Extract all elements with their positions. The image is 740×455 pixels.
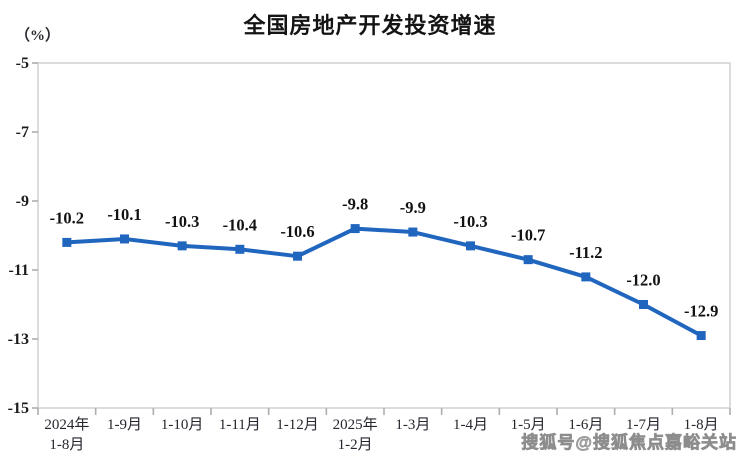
x-axis-category-label: 1-8月 xyxy=(684,417,719,433)
x-axis-category-label: 1-4月 xyxy=(453,417,488,433)
data-point-label: -12.9 xyxy=(684,302,718,321)
x-axis-category-label: 1-8月 xyxy=(49,437,84,453)
data-point-label: -9.9 xyxy=(400,198,426,217)
data-point-marker xyxy=(62,237,72,247)
x-axis-category-label: 1-6月 xyxy=(568,417,603,433)
y-axis-tick-label: -11 xyxy=(9,262,29,279)
y-axis-tick-label: -5 xyxy=(16,55,29,72)
data-point-label: -10.3 xyxy=(453,212,487,231)
data-point-label: -10.3 xyxy=(165,212,199,231)
data-point-marker xyxy=(235,244,245,254)
y-axis-tick-label: -15 xyxy=(8,400,29,417)
data-point-marker xyxy=(408,227,418,237)
chart-line xyxy=(64,226,704,338)
data-point-marker xyxy=(466,241,475,251)
data-point-label: -10.6 xyxy=(280,222,314,241)
x-axis-category-label: 1-11月 xyxy=(219,417,261,433)
data-point-label: -11.2 xyxy=(569,243,602,262)
x-axis-category-label: 2024年 xyxy=(44,416,89,433)
data-point-marker xyxy=(523,255,533,265)
data-point-label: -12.0 xyxy=(626,271,660,290)
y-axis-tick-label: -13 xyxy=(8,331,29,348)
y-axis-tick-label: -7 xyxy=(16,124,29,141)
plot-area-border xyxy=(37,62,731,409)
data-point-marker xyxy=(581,272,591,282)
data-point-marker xyxy=(177,241,187,251)
x-axis-category-label: 1-12月 xyxy=(276,417,319,433)
chart-title: 全国房地产开发投资增速 xyxy=(243,13,497,38)
x-axis-category-label: 2025年 xyxy=(333,416,378,433)
x-axis-category-label: 1-7月 xyxy=(626,417,661,433)
x-axis-category-label: 1-9月 xyxy=(107,417,142,433)
data-point-label: -9.8 xyxy=(342,195,368,214)
data-point-marker xyxy=(639,300,648,309)
data-point-marker xyxy=(350,224,360,234)
data-point-label: -10.1 xyxy=(107,205,141,224)
x-axis-category-label: 1-3月 xyxy=(395,417,430,433)
data-point-marker xyxy=(696,331,706,341)
watermark: 搜狐号@搜狐焦点嘉峪关站 xyxy=(521,433,737,453)
data-point-marker xyxy=(293,251,302,261)
y-axis-unit-label: （%） xyxy=(15,28,61,44)
x-axis-category-label: 1-5月 xyxy=(511,417,546,433)
y-axis-tick-label: -9 xyxy=(16,193,29,210)
data-point-label: -10.7 xyxy=(511,226,545,245)
data-point-label: -10.4 xyxy=(223,215,257,234)
data-point-marker xyxy=(120,234,129,244)
data-point-label: -10.2 xyxy=(50,208,84,227)
x-axis-category-label: 1-10月 xyxy=(161,417,204,433)
x-axis-category-label: 1-2月 xyxy=(338,437,373,453)
